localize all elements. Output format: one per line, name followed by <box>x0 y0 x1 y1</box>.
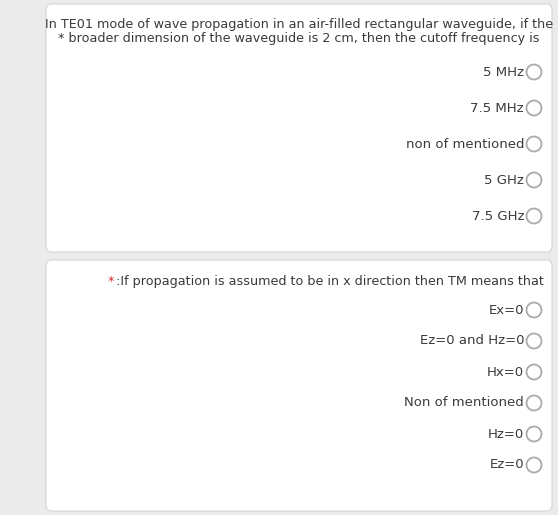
Text: Hz=0: Hz=0 <box>488 427 524 440</box>
Text: non of mentioned: non of mentioned <box>406 138 524 150</box>
Text: Non of mentioned: Non of mentioned <box>404 397 524 409</box>
Text: 5 MHz: 5 MHz <box>483 65 524 78</box>
FancyBboxPatch shape <box>46 260 552 511</box>
FancyBboxPatch shape <box>46 4 552 252</box>
Text: 7.5 MHz: 7.5 MHz <box>470 101 524 114</box>
Text: Ex=0: Ex=0 <box>488 303 524 317</box>
Text: 5 GHz: 5 GHz <box>484 174 524 186</box>
Text: Hx=0: Hx=0 <box>487 366 524 379</box>
Bar <box>0 0 42 515</box>
Text: In TE01 mode of wave propagation in an air-filled rectangular waveguide, if the: In TE01 mode of wave propagation in an a… <box>45 18 553 31</box>
Text: :If propagation is assumed to be in x direction then TM means that: :If propagation is assumed to be in x di… <box>116 276 544 288</box>
Text: Ez=0: Ez=0 <box>489 458 524 472</box>
Text: *: * <box>108 276 114 288</box>
Text: Ez=0 and Hz=0: Ez=0 and Hz=0 <box>420 335 524 348</box>
Text: 7.5 GHz: 7.5 GHz <box>472 210 524 222</box>
Text: * broader dimension of the waveguide is 2 cm, then the cutoff frequency is: * broader dimension of the waveguide is … <box>58 32 540 45</box>
